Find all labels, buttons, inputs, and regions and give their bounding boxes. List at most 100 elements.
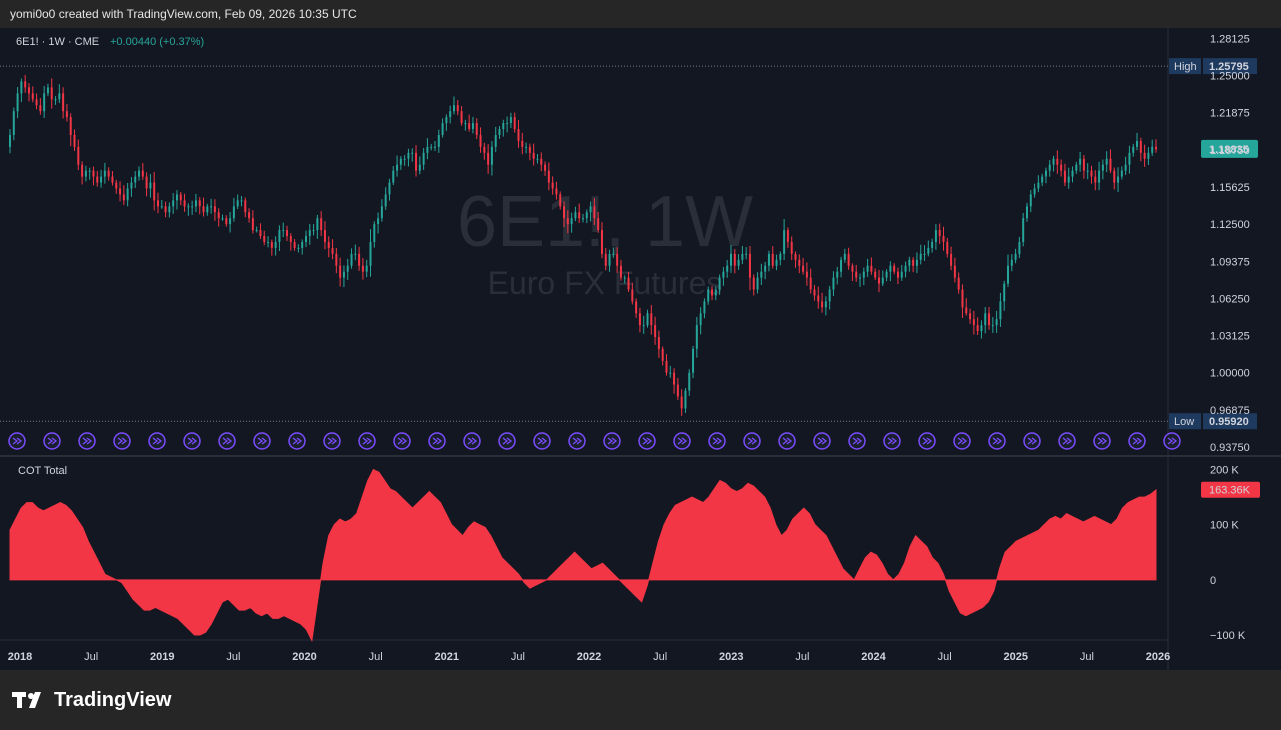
candle-body — [96, 176, 99, 183]
event-marker-arrow — [292, 437, 303, 445]
chart-svg[interactable]: 6E1!, 1W Euro FX Futures High 1.25795 Low 0… — [0, 28, 1281, 670]
event-marker-icon[interactable] — [218, 432, 236, 450]
event-marker-icon[interactable] — [43, 432, 61, 450]
event-marker-icon[interactable] — [183, 432, 201, 450]
candle-body — [392, 170, 395, 183]
candle-body — [320, 218, 323, 231]
event-marker-arrow — [47, 437, 58, 445]
candle-body — [786, 230, 789, 242]
event-marker-icon[interactable] — [1023, 432, 1041, 450]
event-marker-icon[interactable] — [358, 432, 376, 450]
event-marker-icon[interactable] — [323, 432, 341, 450]
time-tick-label: Jul — [84, 651, 98, 663]
candle-body — [779, 253, 782, 260]
event-marker-icon[interactable] — [113, 432, 131, 450]
price-tick-label: 1.12500 — [1210, 219, 1250, 231]
time-tick-label: 2026 — [1146, 651, 1170, 663]
candle-body — [532, 152, 535, 159]
event-marker-arrow — [992, 437, 1003, 445]
event-marker-icon[interactable] — [603, 432, 621, 450]
event-marker-icon[interactable] — [1128, 432, 1146, 450]
last-price-bg — [1201, 139, 1258, 158]
candle-body — [866, 265, 869, 272]
candle-body — [297, 247, 300, 249]
event-marker-icon[interactable] — [393, 432, 411, 450]
candle-body — [741, 253, 744, 260]
event-marker-icon[interactable] — [463, 432, 481, 450]
candle-body — [927, 247, 930, 254]
event-marker-icon[interactable] — [498, 432, 516, 450]
candle-body — [904, 265, 907, 272]
low-value-label: 0.95920 — [1209, 416, 1249, 428]
event-marker-icon[interactable] — [708, 432, 726, 450]
candle-body — [889, 265, 892, 272]
candle-body — [1022, 218, 1025, 242]
event-marker-icon[interactable] — [988, 432, 1006, 450]
event-marker-icon[interactable] — [78, 432, 96, 450]
event-marker-icon[interactable] — [8, 432, 26, 450]
event-marker-icon[interactable] — [743, 432, 761, 450]
candle-body — [396, 164, 399, 171]
chart-area[interactable]: 6E1!, 1W Euro FX Futures High 1.25795 Low 0… — [0, 28, 1281, 670]
candle-body — [544, 164, 547, 171]
tradingview-logo[interactable]: TradingView — [12, 685, 171, 715]
event-marker-icon[interactable] — [848, 432, 866, 450]
event-marker-arrow — [467, 437, 478, 445]
candle-body — [1151, 146, 1154, 153]
event-marker-icon[interactable] — [533, 432, 551, 450]
candle-body — [802, 265, 805, 272]
candle-body — [536, 158, 539, 160]
candle-body — [365, 265, 368, 272]
event-marker-icon[interactable] — [918, 432, 936, 450]
candle-body — [1041, 176, 1044, 183]
event-marker-icon[interactable] — [1058, 432, 1076, 450]
candle-body — [627, 277, 630, 290]
event-marker-icon[interactable] — [883, 432, 901, 450]
candle-body — [953, 265, 956, 278]
event-marker-icon[interactable] — [148, 432, 166, 450]
candle-body — [1044, 170, 1047, 177]
candle-body — [540, 158, 543, 165]
event-marker-icon[interactable] — [288, 432, 306, 450]
candle-body — [619, 265, 622, 278]
event-marker-icon[interactable] — [673, 432, 691, 450]
candle-body — [1048, 164, 1051, 171]
event-marker-icon[interactable] — [813, 432, 831, 450]
candle-body — [452, 105, 455, 112]
candle-body — [263, 236, 266, 242]
candle-body — [122, 194, 125, 201]
candle-body — [775, 259, 778, 266]
candle-body — [175, 194, 178, 201]
candle-body — [1018, 241, 1021, 254]
candle-body — [267, 241, 270, 243]
candle-body — [24, 81, 27, 88]
candle-body — [73, 134, 76, 147]
event-marker-arrow — [397, 437, 408, 445]
event-marker-icon[interactable] — [953, 432, 971, 450]
candle-body — [635, 301, 638, 314]
price-tick-label: 1.06250 — [1210, 293, 1250, 305]
candle-body — [1139, 140, 1142, 153]
event-marker-arrow — [747, 437, 758, 445]
candle-body — [259, 230, 262, 237]
legend-change: +0.00440 (+0.37%) — [110, 36, 204, 48]
event-marker-icon[interactable] — [778, 432, 796, 450]
candle-body — [813, 289, 816, 296]
candle-body — [43, 93, 46, 112]
candle-body — [893, 265, 896, 272]
event-marker-icon[interactable] — [428, 432, 446, 450]
candle-body — [198, 200, 201, 207]
candle-body — [919, 253, 922, 260]
event-marker-icon[interactable] — [638, 432, 656, 450]
candle-body — [88, 170, 91, 172]
low-value-bg — [1203, 413, 1257, 430]
event-marker-icon[interactable] — [1093, 432, 1111, 450]
event-marker-arrow — [817, 437, 828, 445]
event-marker-icon[interactable] — [568, 432, 586, 450]
event-marker-icon[interactable] — [1163, 432, 1181, 450]
price-tick-label: 1.28125 — [1210, 33, 1250, 45]
time-tick-label: 2018 — [8, 651, 32, 663]
candle-body — [445, 117, 448, 124]
event-marker-icon[interactable] — [253, 432, 271, 450]
event-marker-arrow — [12, 437, 23, 445]
